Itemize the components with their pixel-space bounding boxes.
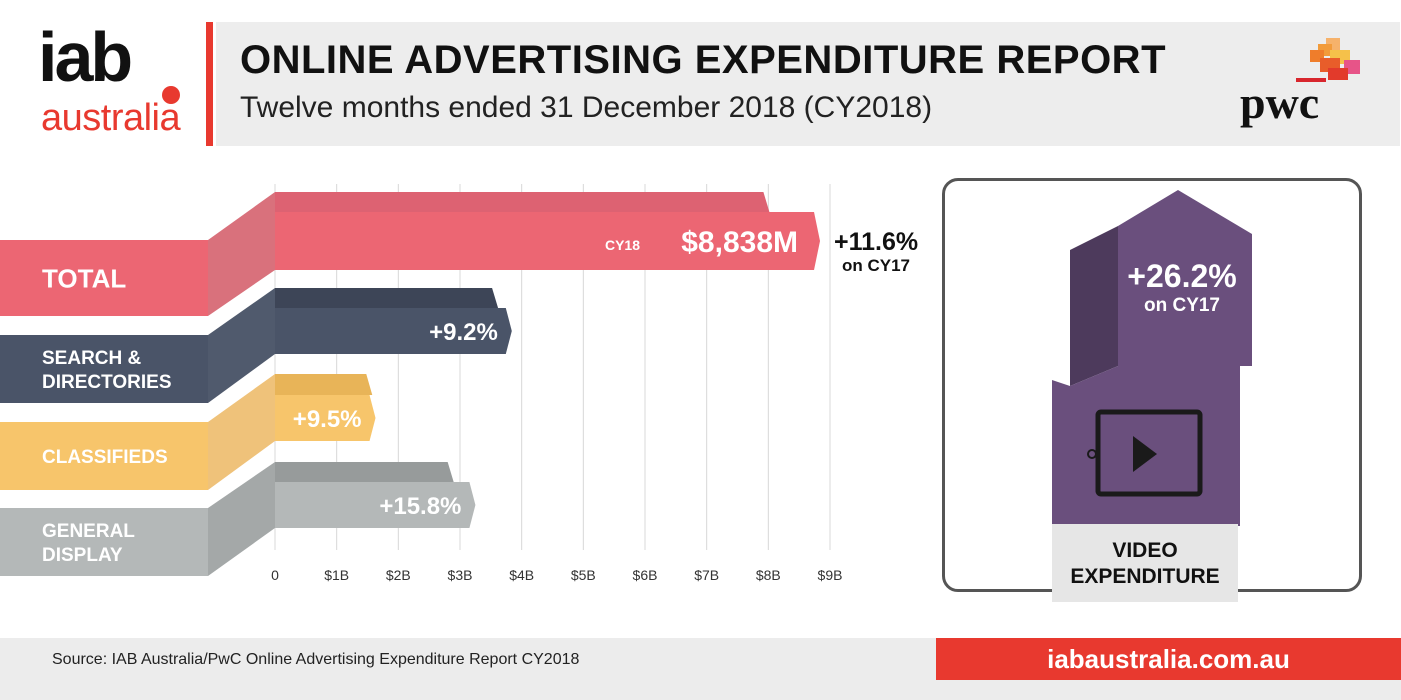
video-box-front-face <box>1118 190 1252 366</box>
bar <box>275 482 476 528</box>
video-caption: VIDEO EXPENDITURE <box>1052 524 1238 602</box>
bar-growth-label: +9.5% <box>293 406 362 433</box>
bar-growth-label: +9.2% <box>429 319 498 346</box>
tablet-play-icon <box>1087 409 1203 497</box>
iab-logo-dot <box>162 86 180 104</box>
pwc-logo-mark <box>1296 38 1360 82</box>
bar-back-face <box>275 288 499 308</box>
category-label: GENERAL <box>42 521 135 542</box>
video-caption-line2: EXPENDITURE <box>1070 565 1220 588</box>
header-divider <box>206 22 213 146</box>
x-tick-label: $4B <box>509 567 534 583</box>
total-growth-callout: +11.6% on CY17 <box>834 228 944 276</box>
category-band <box>0 240 208 316</box>
video-graphic <box>1052 190 1252 526</box>
bar <box>275 308 512 354</box>
video-box-side-face <box>1070 226 1118 386</box>
x-tick-label: $5B <box>571 567 596 583</box>
bar-back-face <box>275 192 770 212</box>
video-growth-basis: on CY17 <box>1143 295 1221 316</box>
bar-value-prefix: CY18 <box>605 237 640 253</box>
footer-url-band <box>936 638 1401 680</box>
bar-value-label: $8,838M <box>681 226 798 259</box>
category-label: DISPLAY <box>42 545 123 566</box>
x-tick-label: $2B <box>386 567 411 583</box>
x-tick-label: $6B <box>633 567 658 583</box>
bar-fold-panel <box>208 192 275 316</box>
x-tick-label: $1B <box>324 567 349 583</box>
bar-growth-label: +15.8% <box>379 493 461 520</box>
category-label: TOTAL <box>42 263 126 293</box>
header-band <box>216 22 1400 146</box>
website-link[interactable]: iabaustralia.com.au <box>1047 644 1290 674</box>
category-label: DIRECTORIES <box>42 372 172 393</box>
iab-logo-subtext: australia <box>41 97 181 139</box>
bar <box>275 395 376 441</box>
category-label: CLASSIFIEDS <box>42 447 168 468</box>
bar-fold-panel <box>208 374 275 490</box>
x-tick-label: $9B <box>818 567 843 583</box>
bar-fold-panel <box>208 462 275 576</box>
total-growth-value: +11.6% <box>834 228 919 256</box>
total-growth-basis: on CY17 <box>842 256 911 275</box>
category-band <box>0 508 208 576</box>
iab-logo: iab <box>38 18 133 96</box>
video-caption-line1: VIDEO <box>1112 539 1178 562</box>
category-label: SEARCH & <box>42 348 142 369</box>
video-growth-value: +26.2% <box>1127 258 1237 294</box>
x-tick-label: $7B <box>694 567 719 583</box>
video-growth-callout: +26.2% on CY17 <box>1112 258 1252 318</box>
bar-back-face <box>275 462 454 482</box>
bar-back-face <box>275 374 373 395</box>
x-tick-label: 0 <box>271 567 279 583</box>
x-tick-label: $3B <box>448 567 473 583</box>
pwc-logo-wordmark: pwc <box>1240 77 1320 128</box>
bar <box>275 212 821 270</box>
report-subtitle: Twelve months ended 31 December 2018 (CY… <box>240 91 933 124</box>
category-band <box>0 422 208 490</box>
bar-fold-panel <box>208 288 275 403</box>
category-band <box>0 335 208 403</box>
report-title: ONLINE ADVERTISING EXPENDITURE REPORT <box>240 38 1166 82</box>
x-tick-label: $8B <box>756 567 781 583</box>
source-note: Source: IAB Australia/PwC Online Adverti… <box>52 651 580 668</box>
expenditure-bar-chart: 0 $1B $2B $3B $4B $5B $6B $7B $8B $9B TOTAL $8,838M… <box>0 184 843 583</box>
